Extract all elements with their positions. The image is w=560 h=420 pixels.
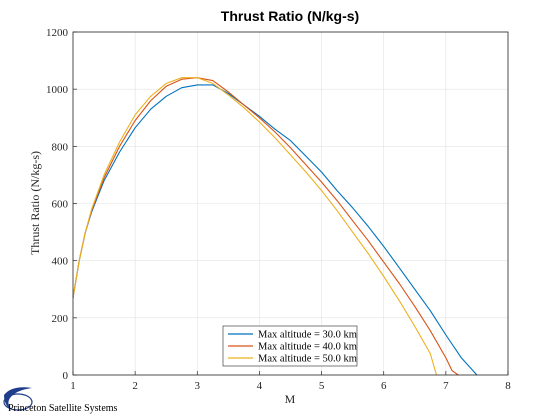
x-tick-label: 1: [70, 380, 76, 392]
logo-text: Princeton Satellite Systems: [8, 403, 118, 414]
y-tick-label: 1000: [46, 84, 69, 96]
logo: Princeton Satellite Systems: [3, 387, 118, 414]
x-tick-label: 8: [505, 380, 511, 392]
y-tick-label: 400: [52, 256, 69, 268]
y-tick-label: 1200: [46, 27, 69, 39]
y-tick-label: 800: [52, 141, 69, 153]
chart-title: Thrust Ratio (N/kg-s): [221, 8, 359, 24]
series-line-1: [72, 84, 478, 376]
legend-label-1: Max altitude = 30.0 km: [258, 330, 357, 341]
y-tick-label: 200: [52, 313, 69, 325]
logo-orbit-icon: [3, 393, 33, 411]
x-tick-label: 5: [319, 380, 325, 392]
x-axis-label: M: [285, 392, 296, 406]
legend-label-3: Max altitude = 50.0 km: [258, 354, 357, 365]
series-layer: [72, 77, 478, 376]
legend-label-2: Max altitude = 40.0 km: [258, 342, 357, 353]
x-tick-label: 7: [443, 380, 449, 392]
y-axis-ticks: 0 200 400 600 800 1000 1200: [46, 27, 77, 382]
y-tick-label: 0: [63, 370, 69, 382]
x-tick-label: 2: [132, 380, 138, 392]
series-line-2: [72, 77, 459, 376]
x-tick-label: 3: [195, 380, 201, 392]
y-tick-label: 600: [52, 199, 69, 211]
x-tick-label: 4: [257, 380, 263, 392]
y-axis-label: Thrust Ratio (N/kg-s): [28, 151, 42, 255]
x-axis-ticks: 1 2 3 4 5 6 7 8: [70, 371, 511, 392]
logo-swoosh-icon: [4, 387, 32, 410]
series-line-3: [72, 77, 438, 376]
x-tick-label: 6: [381, 380, 387, 392]
